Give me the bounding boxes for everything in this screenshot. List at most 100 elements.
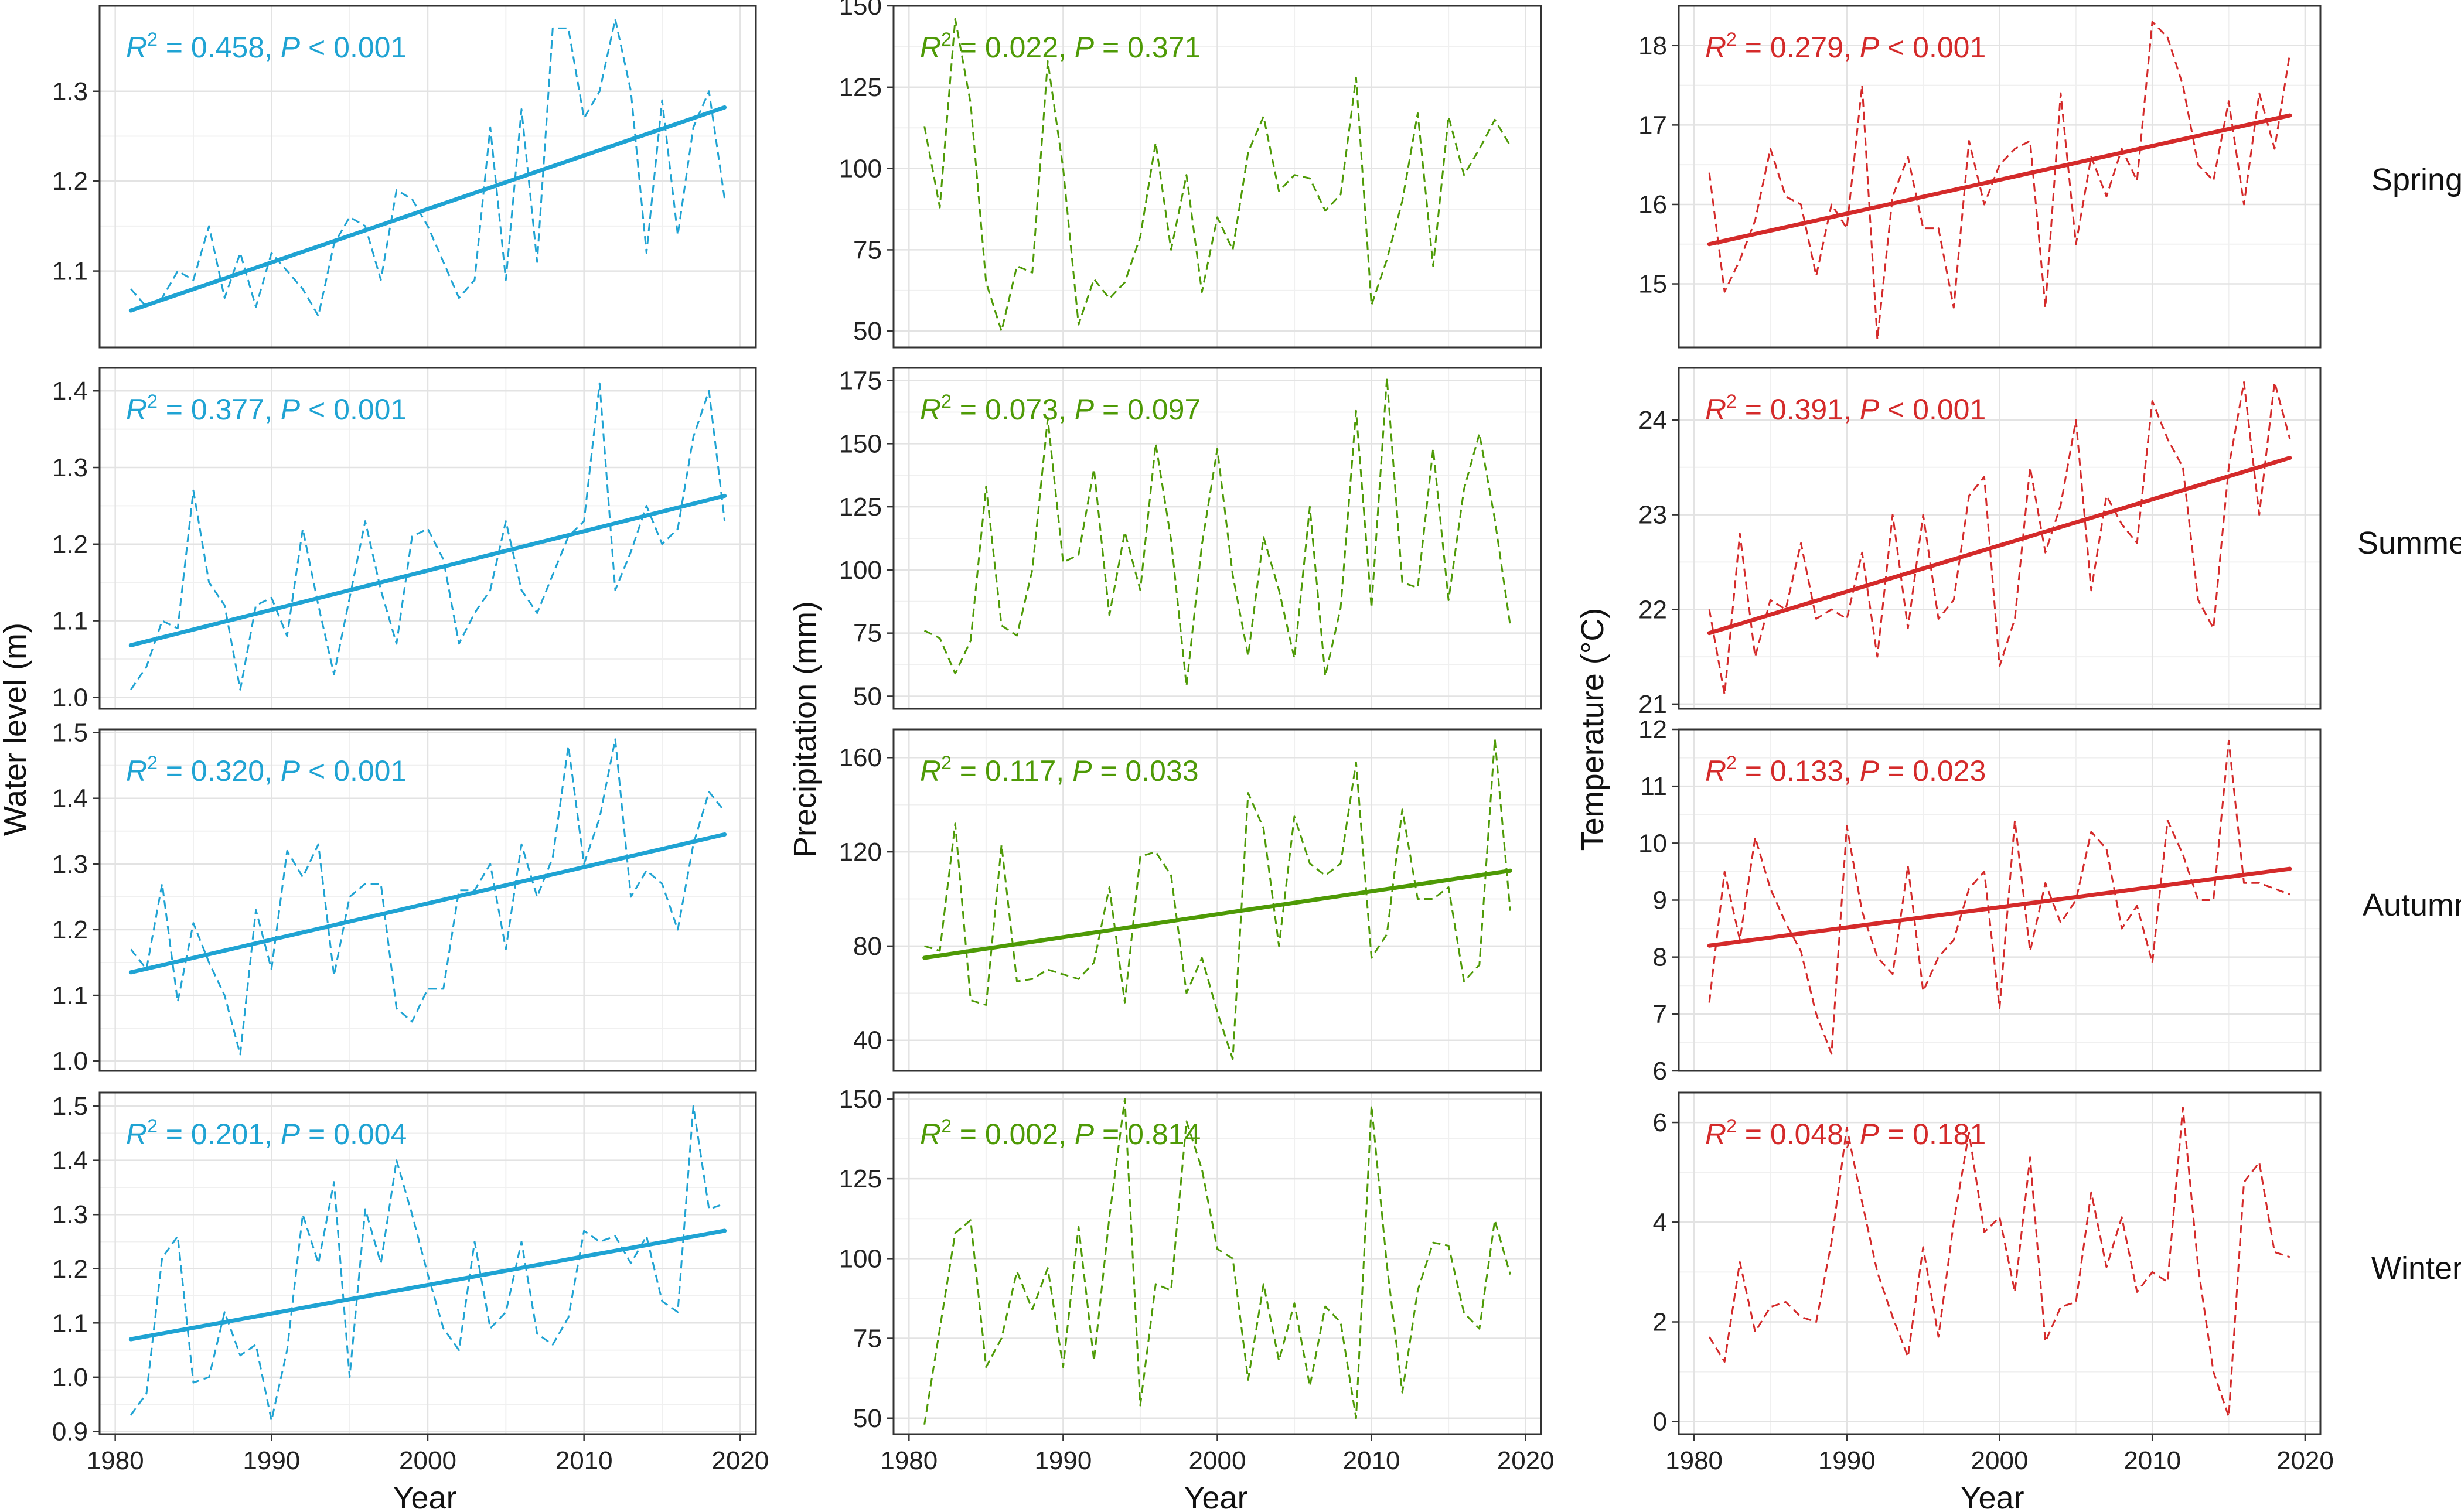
y-tick-label: 6 [1653, 1057, 1667, 1086]
panel-water-level-winter: 1980 1990 2000 2010 2020 0.9 1.0 1.1 1.2 1.3 1.4 1.… [52, 1091, 769, 1475]
stat-r-exponent: 2 [147, 29, 158, 50]
y-tick-label: 1.0 [52, 683, 88, 712]
panel-border [1678, 728, 2322, 1072]
stat-annotation-temperature-spring: R2 = 0.279, P < 0.001 [1705, 29, 1986, 64]
stat-annotation-precipitation-summer: R2 = 0.073, P = 0.097 [920, 391, 1201, 426]
stat-p-symbol: P [281, 1118, 301, 1151]
x-tick-label: 2020 [711, 1446, 769, 1475]
y-tick-label: 1.1 [52, 1309, 88, 1337]
x-tick-label: 2000 [1189, 1446, 1246, 1475]
x-tick-label: 2010 [555, 1446, 613, 1475]
stat-r2-value: = 0.117, [952, 755, 1072, 787]
panel-border [98, 5, 757, 349]
y-tick-label: 1.3 [52, 453, 88, 482]
panel-border [98, 1091, 757, 1435]
y-tick-label: 50 [853, 682, 882, 711]
stat-annotation-water-level-spring: R2 = 0.458, P < 0.001 [126, 29, 407, 64]
y-tick-label: 80 [853, 932, 882, 961]
stat-r-symbol: R [1705, 393, 1726, 426]
panel-border [892, 728, 1542, 1072]
y-tick-label: 1.0 [52, 1047, 88, 1076]
panel-precipitation-spring: 50 75 100 125 150 R2 = 0.022, P = 0.371 [839, 0, 1542, 349]
stat-r2-value: = 0.073, [952, 393, 1075, 426]
season-label-winter: Winter [2371, 1251, 2461, 1286]
series-line-temperature-autumn [1708, 739, 2290, 1055]
panel-precipitation-winter: 1980 1990 2000 2010 2020 50 75 100 125 150 R2 = 0.… [839, 1085, 1555, 1475]
stat-r-exponent: 2 [941, 391, 952, 412]
panel-temperature-autumn: 6 7 8 9 10 11 12 R2 = 0.133, P = 0.023 [1638, 715, 2322, 1086]
stat-r2-value: = 0.377, [158, 393, 281, 426]
y-tick-label: 24 [1638, 406, 1667, 435]
stat-p-symbol: P [281, 31, 301, 64]
series-line-water-level-summer [130, 382, 726, 691]
stat-r-exponent: 2 [1726, 391, 1737, 412]
y-tick-label: 1.3 [52, 850, 88, 879]
y-tick-label: 4 [1653, 1208, 1667, 1237]
x-tick-label: 1990 [243, 1446, 300, 1475]
series-line-water-level-winter [130, 1105, 725, 1422]
stat-r2-value: = 0.022, [952, 31, 1075, 64]
stat-p-value: = 0.004 [300, 1118, 407, 1151]
y-tick-label: 1.1 [52, 257, 88, 286]
series-line-precipitation-spring [923, 18, 1511, 332]
x-tick-label: 2000 [399, 1446, 456, 1475]
y-tick-label: 1.1 [52, 981, 88, 1010]
stat-r-symbol: R [920, 755, 941, 787]
trend-line-water-level-autumn [128, 832, 727, 975]
stat-p-value: = 0.181 [1879, 1118, 1986, 1151]
stat-r2-value: = 0.320, [158, 755, 281, 787]
y-tick-label: 8 [1653, 943, 1667, 972]
stat-r-exponent: 2 [147, 1115, 158, 1136]
stat-p-value: = 0.371 [1094, 31, 1201, 64]
stat-annotation-temperature-winter: R2 = 0.048, P = 0.181 [1705, 1115, 1986, 1151]
y-tick-label: 22 [1638, 595, 1667, 624]
x-tick-label: 2020 [1497, 1446, 1555, 1475]
x-tick-label: 2010 [1343, 1446, 1400, 1475]
y-tick-label: 100 [839, 556, 882, 585]
y-tick-label: 100 [839, 1244, 882, 1273]
series-line-temperature-winter [1708, 1107, 2290, 1418]
x-axis-title-precipitation: Year [1184, 1480, 1247, 1512]
y-tick-label: 10 [1638, 829, 1667, 858]
series-line-water-level-spring [130, 18, 726, 317]
season-label-summer: Summer [2357, 525, 2461, 561]
y-tick-label: 11 [1640, 772, 1667, 801]
stat-p-value: = 0.814 [1094, 1118, 1201, 1151]
y-tick-label: 1.4 [52, 377, 88, 405]
trend-line-temperature-summer [1707, 456, 2292, 636]
y-tick-label: 120 [839, 838, 882, 866]
x-tick-label: 2010 [2123, 1446, 2181, 1475]
y-tick-label: 75 [853, 235, 882, 264]
y-tick-label: 50 [853, 317, 882, 346]
stat-r2-value: = 0.002, [952, 1118, 1075, 1151]
stat-r-symbol: R [1705, 755, 1726, 787]
y-tick-label: 150 [839, 0, 882, 21]
x-tick-label: 2020 [2276, 1446, 2334, 1475]
y-tick-label: 160 [839, 743, 882, 772]
y-tick-label: 125 [839, 493, 882, 521]
stat-p-symbol: P [1075, 1118, 1095, 1151]
series-line-water-level-autumn [130, 738, 725, 1056]
panel-grid: 1.1 1.2 1.3 R2 = 0.458, P < 0.001 50 75 100 125… [52, 0, 2334, 1475]
y-tick-label: 1.2 [52, 167, 88, 196]
panel-temperature-summer: 21 22 23 24 R2 = 0.391, P < 0.001 [1638, 367, 2322, 719]
stat-annotation-water-level-winter: R2 = 0.201, P = 0.004 [126, 1115, 407, 1151]
stat-r-exponent: 2 [941, 29, 952, 50]
stat-r-exponent: 2 [941, 752, 952, 773]
y-tick-label: 1.5 [52, 719, 88, 748]
x-tick-label: 2000 [1971, 1446, 2029, 1475]
series-line-temperature-summer [1708, 381, 2291, 696]
y-tick-label: 1.4 [52, 1146, 88, 1175]
stat-annotation-precipitation-spring: R2 = 0.022, P = 0.371 [920, 29, 1201, 64]
panel-water-level-summer: 1.0 1.1 1.2 1.3 1.4 R2 = 0.377, P < 0.001 [52, 367, 757, 712]
y-tick-label: 2 [1653, 1308, 1667, 1337]
y-axis-title-temperature: Temperature (°C) [1575, 608, 1610, 851]
x-tick-label: 1990 [1034, 1446, 1092, 1475]
y-tick-label: 0.9 [52, 1417, 88, 1446]
y-axis-title-precipitation: Precipitation (mm) [788, 601, 823, 858]
panel-border [1678, 367, 2322, 710]
y-tick-label: 100 [839, 155, 882, 183]
stat-p-value: < 0.001 [300, 755, 407, 787]
series-line-precipitation-winter [923, 1098, 1511, 1425]
stat-annotation-precipitation-autumn: R2 = 0.117, P = 0.033 [920, 752, 1199, 787]
